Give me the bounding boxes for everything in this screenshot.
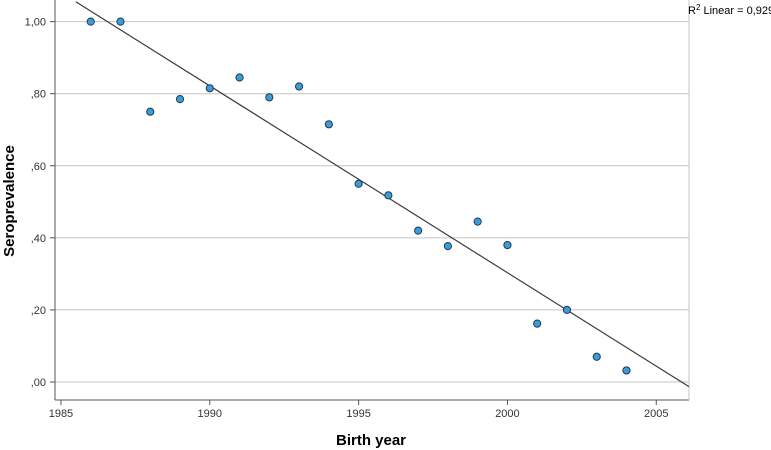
y-axis-title: Seroprevalence <box>1 145 18 257</box>
data-point <box>473 217 482 226</box>
data-point <box>384 191 393 200</box>
data-point <box>354 179 363 188</box>
x-tick-label: 1985 <box>49 408 73 420</box>
y-tick-label: ,60 <box>31 161 46 173</box>
data-point <box>294 82 304 91</box>
y-tick-label: ,40 <box>31 233 46 245</box>
x-tick-label: 1995 <box>346 408 370 420</box>
y-tick-label: ,80 <box>31 89 46 101</box>
data-point <box>622 366 631 375</box>
data-point <box>503 240 512 250</box>
data-point <box>265 93 274 102</box>
x-tick-label: 2005 <box>644 408 668 420</box>
y-tick-label: 1,00 <box>25 17 46 29</box>
data-point <box>324 120 333 129</box>
data-point <box>86 17 95 26</box>
data-point <box>116 17 125 26</box>
data-points <box>86 17 631 375</box>
regression-line <box>75 1 690 388</box>
data-point <box>146 107 155 116</box>
r2-annotation: R2 Linear = 0,929 <box>688 3 771 17</box>
y-tick-label: ,00 <box>31 377 46 389</box>
x-tick-label: 1990 <box>198 408 222 420</box>
grid-lines <box>55 21 689 383</box>
x-axis-title: Birth year <box>336 432 406 449</box>
data-point <box>443 242 453 251</box>
data-point <box>235 73 244 82</box>
data-point <box>533 319 542 328</box>
data-point <box>414 226 423 235</box>
data-point <box>175 94 185 104</box>
data-point <box>562 305 572 315</box>
fit-line-group <box>75 1 690 388</box>
data-point <box>592 352 601 361</box>
axes <box>50 0 690 405</box>
data-point <box>205 84 214 93</box>
y-tick-label: ,20 <box>31 305 46 317</box>
tick-labels: ,00 ,20 ,40 ,60 ,80 1,00 1985 1990 1995 2000 2005 <box>25 17 669 420</box>
x-tick-label: 2000 <box>495 408 519 420</box>
